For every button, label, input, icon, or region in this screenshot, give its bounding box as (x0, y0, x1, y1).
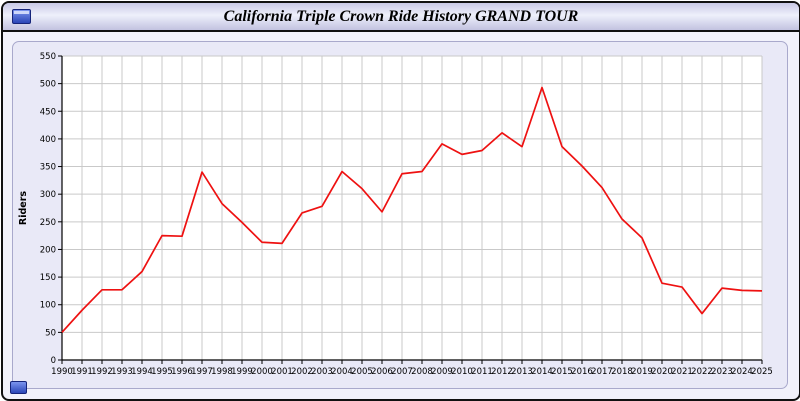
svg-text:500: 500 (40, 80, 56, 90)
svg-text:2018: 2018 (611, 367, 633, 377)
svg-text:2019: 2019 (631, 367, 653, 377)
svg-text:1994: 1994 (131, 367, 153, 377)
svg-text:2020: 2020 (651, 367, 673, 377)
svg-text:2005: 2005 (351, 367, 373, 377)
svg-text:1997: 1997 (191, 367, 213, 377)
svg-text:2010: 2010 (451, 367, 473, 377)
svg-text:2013: 2013 (511, 367, 533, 377)
svg-text:2021: 2021 (671, 367, 693, 377)
svg-text:2011: 2011 (471, 367, 493, 377)
svg-text:2008: 2008 (411, 367, 433, 377)
window-grip-icon (10, 381, 27, 394)
svg-text:200: 200 (40, 245, 56, 255)
svg-text:1992: 1992 (91, 367, 113, 377)
ride-history-line-chart: 0501001502002503003504004505005501990199… (18, 52, 773, 377)
svg-text:50: 50 (45, 328, 56, 338)
svg-text:2014: 2014 (531, 367, 553, 377)
svg-text:550: 550 (40, 52, 56, 62)
svg-text:250: 250 (40, 218, 56, 228)
svg-text:0: 0 (51, 356, 56, 366)
window-title: California Triple Crown Ride History GRA… (223, 7, 579, 25)
svg-text:300: 300 (40, 190, 56, 200)
svg-text:2023: 2023 (711, 367, 733, 377)
svg-text:350: 350 (40, 163, 56, 173)
title-bar: California Triple Crown Ride History GRA… (3, 3, 799, 32)
svg-text:2004: 2004 (331, 367, 353, 377)
window-menu-icon[interactable] (12, 9, 31, 24)
svg-text:2016: 2016 (571, 367, 593, 377)
svg-text:2009: 2009 (431, 367, 453, 377)
svg-text:2006: 2006 (371, 367, 393, 377)
svg-text:100: 100 (40, 301, 56, 311)
svg-text:Riders: Riders (18, 191, 29, 226)
svg-text:1990: 1990 (51, 367, 73, 377)
svg-text:2015: 2015 (551, 367, 573, 377)
svg-text:2017: 2017 (591, 367, 613, 377)
svg-text:1993: 1993 (111, 367, 133, 377)
svg-text:1998: 1998 (211, 367, 233, 377)
svg-text:400: 400 (40, 135, 56, 145)
svg-text:2001: 2001 (271, 367, 293, 377)
svg-text:2007: 2007 (391, 367, 413, 377)
svg-text:1991: 1991 (71, 367, 93, 377)
svg-text:1995: 1995 (151, 367, 173, 377)
svg-text:2012: 2012 (491, 367, 513, 377)
svg-text:1996: 1996 (171, 367, 193, 377)
svg-text:150: 150 (40, 273, 56, 283)
svg-text:2022: 2022 (691, 367, 713, 377)
svg-text:1999: 1999 (231, 367, 253, 377)
svg-text:450: 450 (40, 107, 56, 117)
svg-text:2025: 2025 (751, 367, 773, 377)
svg-text:2003: 2003 (311, 367, 333, 377)
svg-text:2002: 2002 (291, 367, 313, 377)
svg-text:2024: 2024 (731, 367, 753, 377)
chart-panel: 0 50 100 150 200 250 300 350 400 450 500 550 1990 199… (12, 41, 788, 389)
svg-text:2000: 2000 (251, 367, 273, 377)
